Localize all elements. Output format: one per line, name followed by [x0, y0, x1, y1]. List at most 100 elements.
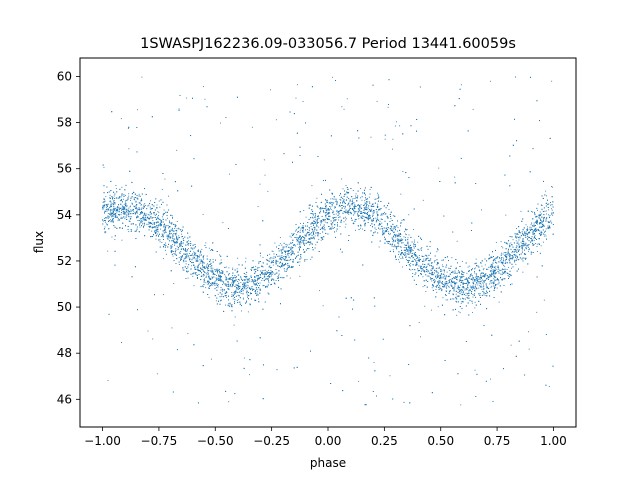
data-point [441, 264, 443, 266]
data-point [113, 202, 115, 204]
data-point [188, 240, 189, 242]
data-point [343, 108, 345, 110]
data-point [270, 270, 272, 272]
data-point [201, 260, 203, 262]
data-point [371, 211, 373, 213]
data-point [182, 238, 184, 240]
data-point [267, 190, 269, 192]
data-point [366, 218, 368, 220]
data-point [490, 286, 492, 288]
data-point [528, 331, 529, 333]
data-point [512, 239, 514, 241]
data-point [503, 257, 505, 259]
data-point [200, 250, 202, 252]
data-point [448, 285, 450, 287]
data-point [502, 269, 504, 271]
data-point [470, 286, 472, 288]
data-point [495, 265, 497, 267]
data-point [360, 227, 362, 229]
data-point [422, 199, 424, 201]
data-point [474, 287, 476, 289]
data-point [396, 236, 398, 238]
data-point [194, 252, 196, 254]
data-point [323, 210, 325, 211]
data-point [398, 261, 400, 263]
data-point [247, 285, 249, 287]
data-point [309, 228, 311, 230]
data-point [158, 212, 160, 214]
data-point [148, 204, 150, 206]
data-point [141, 207, 143, 209]
data-point [425, 254, 427, 256]
data-point [160, 246, 161, 248]
data-point [209, 283, 211, 284]
data-point [241, 310, 242, 312]
data-point [360, 204, 362, 206]
data-point [494, 260, 496, 262]
data-point [459, 266, 461, 267]
data-point [474, 279, 476, 280]
data-point [117, 219, 119, 221]
data-point [216, 275, 217, 277]
data-point [446, 287, 448, 289]
data-point [521, 247, 523, 249]
data-point [370, 216, 372, 218]
data-point [551, 213, 553, 215]
data-point [249, 280, 251, 282]
data-point [138, 220, 140, 221]
data-point [464, 279, 466, 281]
data-point [536, 246, 538, 247]
data-point [176, 242, 178, 244]
data-point [517, 241, 519, 243]
data-point [162, 234, 164, 236]
data-point [384, 213, 386, 215]
data-point [374, 198, 376, 200]
data-point [299, 261, 301, 263]
data-point [178, 235, 180, 237]
data-point [136, 210, 138, 212]
data-point [152, 224, 154, 225]
data-point [369, 189, 371, 190]
data-point [370, 225, 372, 226]
data-point [283, 256, 285, 258]
data-point [297, 231, 299, 233]
data-point [141, 76, 143, 78]
data-point [322, 226, 324, 227]
data-point [370, 136, 372, 138]
data-point [120, 214, 122, 216]
data-point [135, 207, 137, 209]
data-point [481, 294, 483, 296]
data-point [521, 250, 523, 252]
data-point [551, 186, 552, 188]
data-point [247, 286, 249, 288]
data-point [453, 298, 455, 300]
data-point [166, 234, 168, 236]
data-point [474, 272, 476, 274]
data-point [484, 276, 486, 277]
data-point [330, 209, 332, 211]
data-point [138, 193, 140, 195]
data-point [471, 311, 473, 313]
data-point [502, 261, 504, 263]
data-point [267, 272, 269, 274]
data-point [285, 258, 287, 260]
data-point [418, 255, 420, 256]
data-point [138, 208, 140, 210]
data-point [161, 223, 163, 225]
data-point [137, 216, 139, 218]
data-point [142, 212, 144, 214]
data-point [279, 258, 281, 260]
data-point [350, 203, 352, 205]
data-point [330, 228, 332, 230]
data-point [124, 213, 126, 215]
data-point [178, 257, 180, 259]
data-point [413, 252, 415, 254]
data-point [395, 125, 396, 127]
data-point [222, 271, 224, 273]
data-point [451, 281, 453, 283]
data-point [228, 283, 230, 285]
data-point [300, 235, 302, 237]
data-point [235, 277, 236, 279]
data-point [317, 233, 319, 235]
data-point [229, 303, 231, 305]
